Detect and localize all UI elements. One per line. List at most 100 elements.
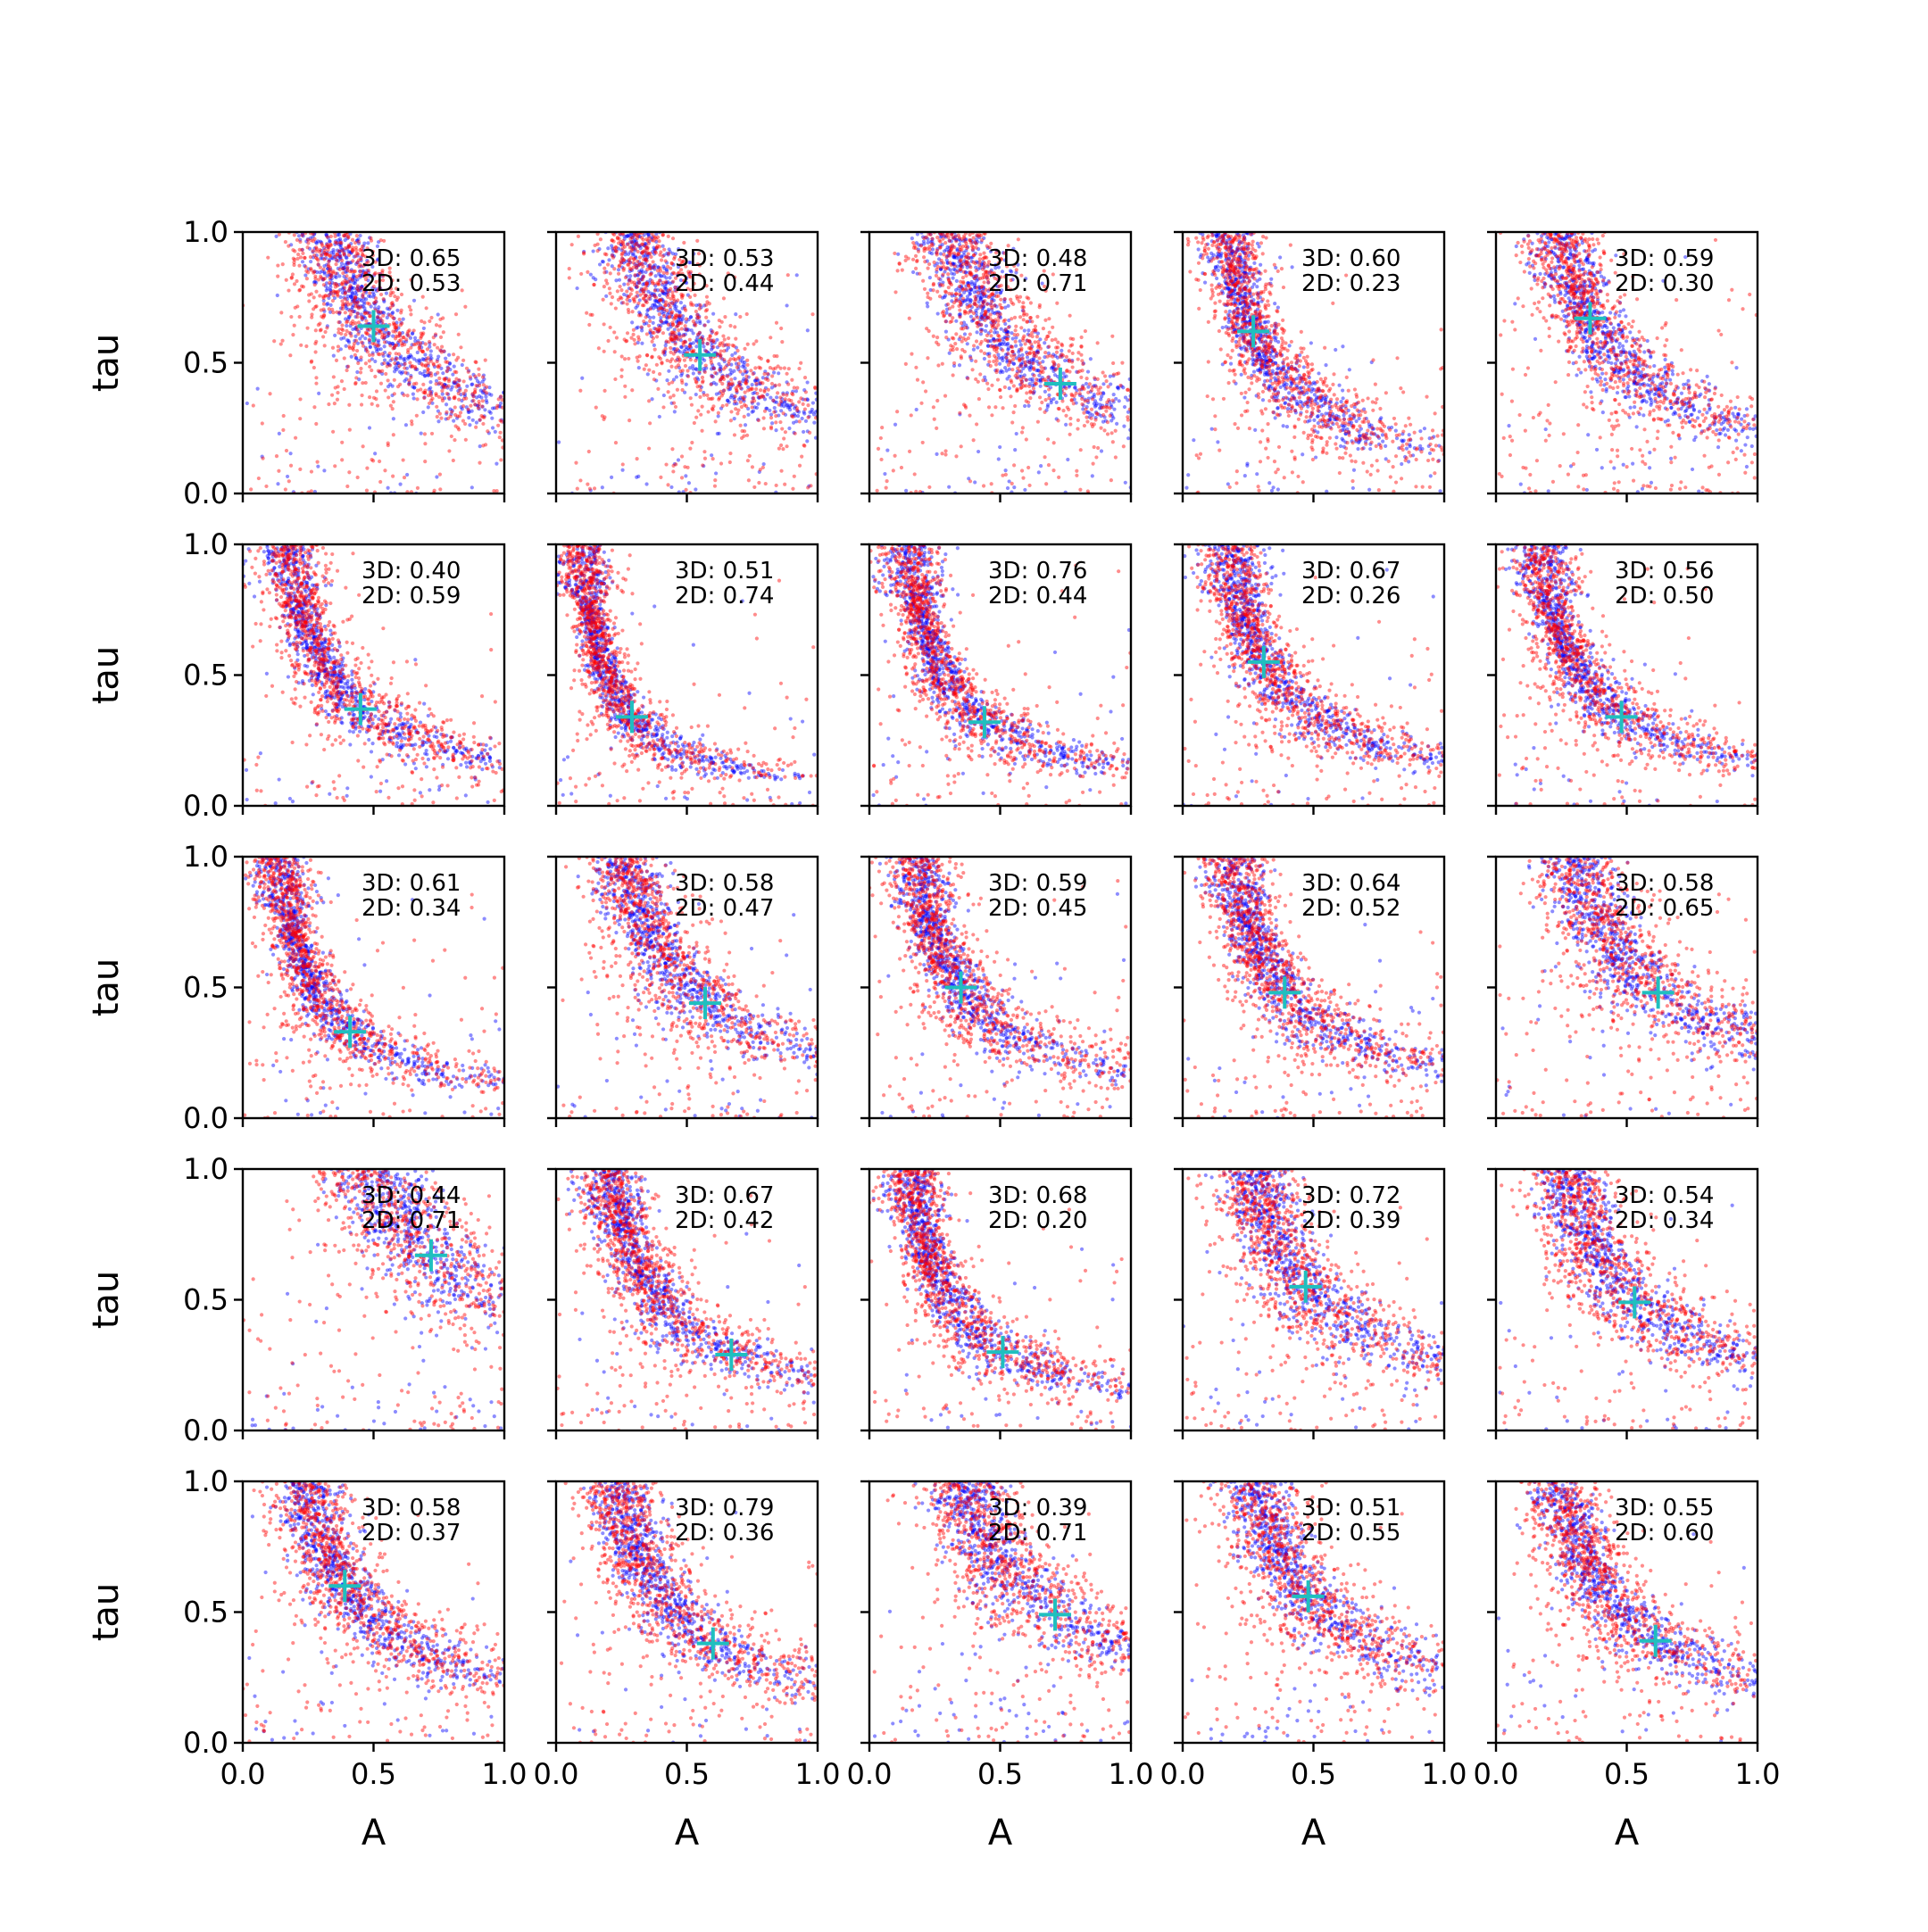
point-2d [622,258,626,261]
point-3d [734,312,737,316]
point-2d [364,361,368,365]
point-2d [935,427,938,430]
point-2d [935,274,938,278]
point-3d [592,249,595,253]
point-2d [798,419,802,423]
point-3d [692,331,695,335]
point-2d [692,319,695,323]
point-3d [710,453,713,457]
point-3d [483,408,486,411]
point-3d [278,432,281,435]
point-2d [711,457,715,460]
point-3d [975,330,978,334]
point-2d [486,429,489,433]
point-2d [938,240,942,244]
point-3d [1001,340,1005,344]
point-2d [1115,372,1118,376]
point-3d [598,262,602,266]
point-3d [447,353,451,357]
point-3d [1055,401,1059,404]
point-2d [651,281,654,285]
point-2d [362,344,365,348]
point-2d [661,331,665,335]
y-tick-label: 0.0 [183,477,229,510]
point-2d [1020,305,1024,309]
point-2d [1020,468,1024,472]
point-2d [972,344,976,347]
point-2d [453,413,457,417]
point-2d [354,376,358,379]
point-2d [925,247,928,251]
point-2d [655,335,659,338]
point-2d [669,395,672,399]
point-2d [416,341,420,344]
point-2d [384,328,387,331]
point-2d [1090,417,1093,420]
point-2d [314,304,318,308]
point-2d [610,238,613,242]
point-2d [1027,361,1031,364]
point-2d [456,383,460,386]
point-3d [322,468,326,472]
point-2d [481,444,485,447]
point-2d [1057,407,1060,410]
point-2d [418,346,421,350]
point-3d [969,315,973,319]
point-2d [932,405,935,409]
point-2d [793,386,796,389]
point-2d [943,267,947,270]
point-2d [347,288,351,292]
point-2d [1004,473,1008,477]
point-3d [966,342,969,345]
point-2d [599,237,602,241]
point-3d [245,402,249,405]
point-2d [337,320,340,324]
point-3d [1301,452,1304,456]
point-2d [701,379,704,383]
point-2d [737,361,741,365]
point-2d [436,371,439,375]
point-3d [812,421,816,425]
point-3d [449,387,453,391]
point-3d [429,349,433,352]
point-2d [623,357,627,361]
point-2d [415,397,419,401]
point-3d [1027,366,1031,369]
point-3d [1012,361,1016,365]
point-3d [1060,349,1063,352]
point-2d [1025,399,1028,402]
point-2d [1027,340,1031,344]
point-3d [422,327,426,330]
point-2d [941,362,944,366]
point-2d [703,457,707,460]
point-2d [677,355,680,359]
point-2d [370,239,373,243]
point-2d [360,315,363,319]
point-2d [1035,335,1039,338]
point-2d [690,441,694,444]
point-3d [966,298,969,302]
point-2d [636,356,639,360]
point-2d [624,276,627,279]
point-2d [1022,318,1026,321]
point-2d [711,408,715,411]
point-2d [606,262,610,266]
point-3d [751,383,754,386]
point-2d [784,397,787,401]
point-2d [454,358,458,361]
point-2d [922,236,926,240]
point-2d [665,271,669,275]
point-2d [660,319,663,323]
point-2d [786,382,790,386]
point-2d [774,414,777,418]
point-2d [335,359,338,362]
point-3d [411,393,415,396]
point-2d [791,393,794,396]
point-2d [619,285,622,288]
point-2d [1102,428,1106,432]
point-2d [1071,337,1075,341]
point-2d [698,395,702,399]
point-2d [605,282,609,286]
point-3d [491,426,494,429]
point-3d [989,339,993,343]
